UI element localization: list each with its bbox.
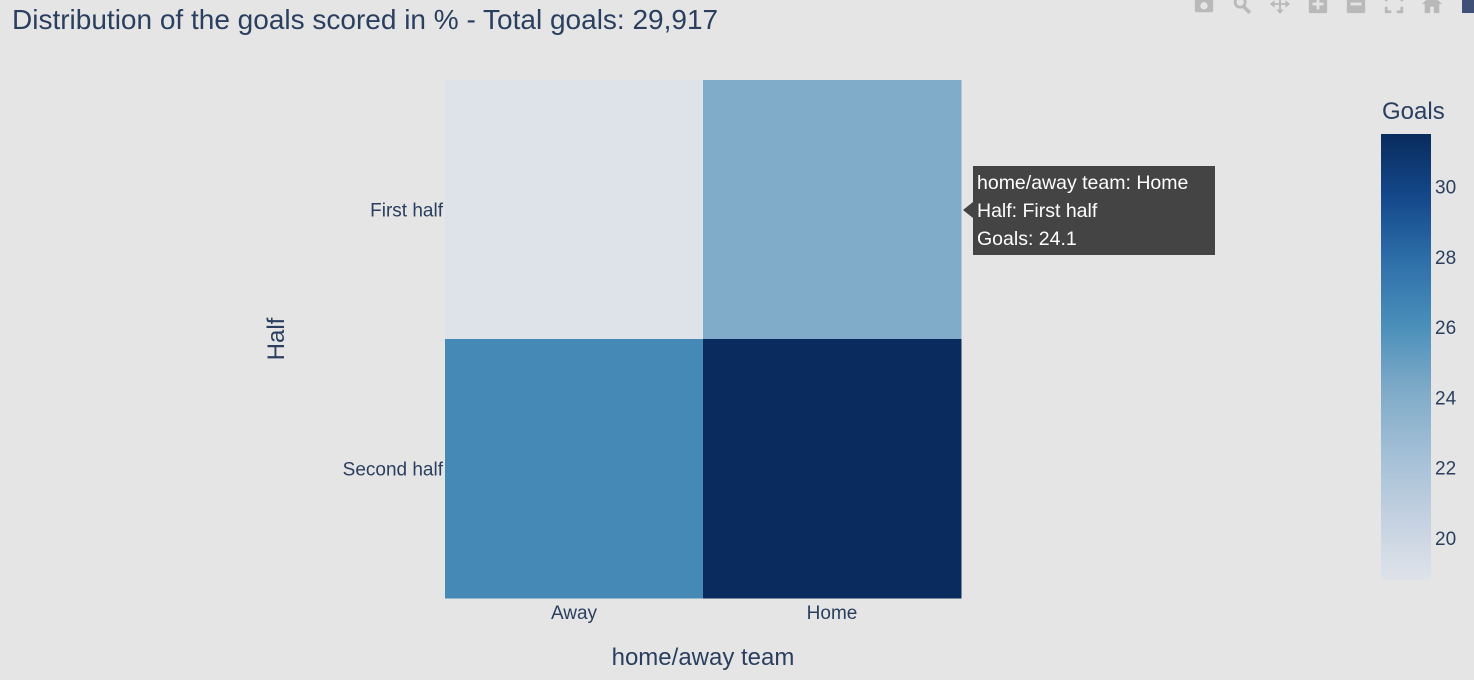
x-axis-ticks: Away Home — [551, 603, 857, 624]
hover-tooltip: home/away team: Home Half: First half Go… — [963, 166, 1215, 255]
colorbar-title: Goals — [1382, 98, 1445, 125]
zoom-out-icon[interactable] — [1344, 0, 1368, 16]
tooltip-line-y: Half: First half — [977, 200, 1098, 222]
pan-icon[interactable] — [1268, 0, 1292, 16]
camera-icon[interactable] — [1192, 0, 1216, 16]
heatmap-cell-second-half-home[interactable] — [703, 339, 962, 599]
colorbar-tick-label: 20 — [1435, 529, 1456, 550]
heatmap-cell-second-half-away[interactable] — [445, 339, 704, 599]
chart-title: Distribution of the goals scored in % - … — [12, 4, 719, 35]
colorbar — [1381, 134, 1431, 580]
heatmap-cell-first-half-away[interactable] — [445, 80, 704, 340]
zoom-icon[interactable] — [1230, 0, 1254, 16]
colorbar-tick-label: 26 — [1435, 318, 1456, 339]
reset-axes-icon[interactable] — [1420, 0, 1444, 16]
autoscale-icon[interactable] — [1382, 0, 1406, 16]
zoom-in-icon[interactable] — [1306, 0, 1330, 16]
y-tick-label: First half — [370, 201, 444, 222]
x-tick-label: Home — [807, 603, 858, 624]
modebar — [1192, 0, 1474, 16]
plotly-logo-icon[interactable] — [1462, 0, 1474, 13]
x-axis-title: home/away team — [612, 644, 795, 671]
y-axis-title: Half — [263, 317, 290, 360]
heatmap-cells — [445, 80, 962, 599]
colorbar-tick-label: 22 — [1435, 459, 1456, 480]
colorbar-tick-label: 24 — [1435, 388, 1457, 409]
y-axis-ticks: First half Second half — [343, 201, 444, 481]
colorbar-tick-label: 30 — [1435, 178, 1456, 199]
colorbar-ticks: 20 22 24 26 28 30 — [1435, 178, 1457, 550]
x-tick-label: Away — [551, 603, 598, 624]
tooltip-line-z: Goals: 24.1 — [977, 228, 1077, 250]
heatmap-cell-first-half-home[interactable] — [703, 80, 962, 340]
tooltip-line-x: home/away team: Home — [977, 172, 1189, 194]
colorbar-tick-label: 28 — [1435, 248, 1456, 269]
y-tick-label: Second half — [343, 460, 444, 481]
